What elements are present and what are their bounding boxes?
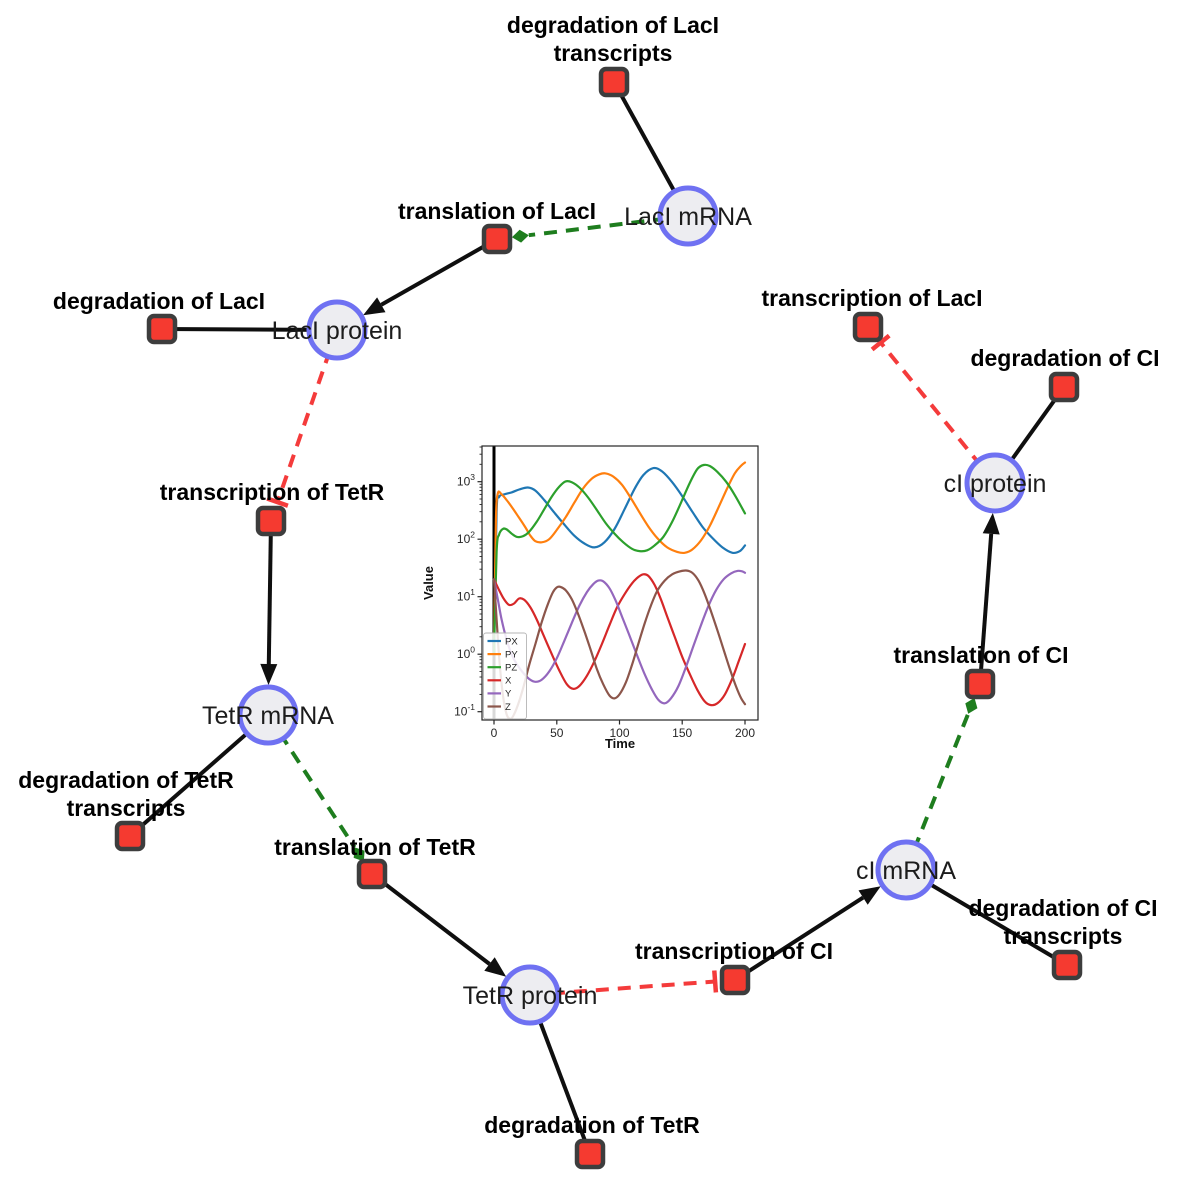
reaction-node-transc_tetr[interactable] (255, 505, 287, 537)
reaction-node-deg_ci[interactable] (1048, 371, 1080, 403)
reaction-label-deg_tetr: degradation of TetR (484, 1112, 700, 1138)
species-label-tetr_mrna: TetR mRNA (202, 702, 334, 730)
arrowhead (982, 512, 1000, 535)
species-label-laci_mrna: LacI mRNA (624, 203, 752, 231)
species-label-ci_mrna: cI mRNA (856, 857, 956, 885)
svg-text:10-1: 10-1 (454, 702, 475, 719)
chart-series-PX (492, 466, 747, 656)
edge-transl_tetr-tetr_protein-production (370, 872, 507, 977)
reaction-node-transc_ci[interactable] (719, 964, 751, 996)
chart-series-PY (492, 461, 747, 656)
chart-y-axis-label: Value (421, 566, 436, 600)
nodes-layer (114, 66, 1083, 1170)
edge-transc_tetr-tetr_mrna-production (260, 520, 278, 685)
labels-layer: degradation of LacI transcripts translatio… (18, 12, 1159, 1138)
edge-transl_ci-ci_protein-production (978, 512, 1000, 685)
species-label-ci_protein: cI protein (944, 470, 1047, 498)
species-node-ci_protein[interactable] (964, 452, 1026, 514)
arrowhead (363, 297, 386, 316)
reaction-node-deg_tetr_tx[interactable] (114, 820, 146, 852)
svg-text:102: 102 (457, 530, 475, 547)
svg-text:101: 101 (457, 587, 475, 604)
svg-text:100: 100 (457, 645, 475, 662)
chart-x-axis-label: Time (605, 736, 635, 751)
svg-text:100: 100 (609, 726, 629, 740)
species-node-laci_mrna[interactable] (657, 185, 719, 247)
reaction-node-transl_tetr[interactable] (356, 858, 388, 890)
reaction-node-transl_ci[interactable] (964, 668, 996, 700)
chart-x-axis-ticks: 0 50 100 150 200 (491, 720, 755, 740)
chart-series-PZ (492, 463, 747, 656)
reaction-label-transl_tetr: translation of TetR (274, 834, 476, 860)
reaction-label-transl_laci: translation of LacI (398, 198, 596, 224)
arrowhead (484, 957, 507, 977)
reaction-node-deg_laci_tx[interactable] (598, 66, 630, 98)
inset-chart: 0 50 100 150 200 10-1 100 101 102 103 PX PY PZ XYZ (454, 445, 759, 740)
modifier-diamond (965, 697, 978, 714)
reaction-node-deg_ci_tx[interactable] (1051, 949, 1083, 981)
edge-tetr_mrna-deg_tetr_tx-consumption (128, 713, 270, 838)
arrowhead (858, 886, 881, 905)
reaction-label-deg_laci: degradation of LacI (53, 288, 265, 314)
legend-label-Z: Z (505, 702, 511, 713)
reaction-node-transl_laci[interactable] (481, 223, 513, 255)
species-node-tetr_protein[interactable] (499, 964, 561, 1026)
edge-transl_laci-laci_protein-production (363, 237, 498, 316)
species-node-laci_protein[interactable] (306, 299, 368, 361)
svg-text:0: 0 (491, 726, 498, 740)
species-node-ci_mrna[interactable] (875, 839, 937, 901)
chart-legend: PX PY PZ XYZ (483, 632, 527, 720)
reaction-label-deg_laci_tx: degradation of LacI transcripts (507, 12, 719, 66)
reaction-node-deg_laci[interactable] (146, 313, 178, 345)
legend-label-Y: Y (505, 689, 512, 700)
edge-tetr_protein-transc_ci-inhibition (529, 970, 719, 997)
arrowhead (260, 663, 278, 685)
reaction-label-deg_tetr_tx: degradation of TetR transcripts (18, 767, 234, 821)
modifier-diamond (511, 229, 529, 243)
modifier-diamond (353, 847, 365, 862)
edge-transc_ci-ci_mrna-production (733, 886, 881, 982)
reaction-label-transc_laci: transcription of LacI (761, 285, 982, 311)
legend-label-PZ: PZ (505, 663, 517, 674)
reaction-node-deg_tetr[interactable] (574, 1138, 606, 1170)
species-label-laci_protein: LacI protein (272, 317, 403, 345)
svg-text:50: 50 (550, 726, 564, 740)
legend-label-PY: PY (505, 649, 518, 660)
svg-text:200: 200 (735, 726, 755, 740)
svg-text:150: 150 (672, 726, 692, 740)
edge-ci_mrna-deg_ci_tx-consumption (904, 868, 1069, 967)
reaction-label-transc_ci: transcription of CI (635, 938, 833, 964)
legend-label-PX: PX (505, 636, 518, 647)
legend-label-X: X (505, 676, 512, 687)
reaction-node-transc_laci[interactable] (852, 311, 884, 343)
chart-series-X (492, 573, 747, 707)
chart-y-axis-ticks: 10-1 100 101 102 103 (454, 446, 482, 719)
reaction-label-deg_ci_tx: degradation of CI transcripts (968, 895, 1157, 949)
chart-plot-area (482, 446, 758, 720)
svg-text:103: 103 (457, 472, 475, 489)
reaction-label-deg_ci: degradation of CI (970, 345, 1159, 371)
species-node-tetr_mrna[interactable] (237, 684, 299, 746)
species-label-tetr_protein: TetR protein (463, 982, 598, 1010)
reaction-label-transc_tetr: transcription of TetR (160, 479, 385, 505)
reaction-label-transl_ci: translation of CI (893, 642, 1068, 668)
